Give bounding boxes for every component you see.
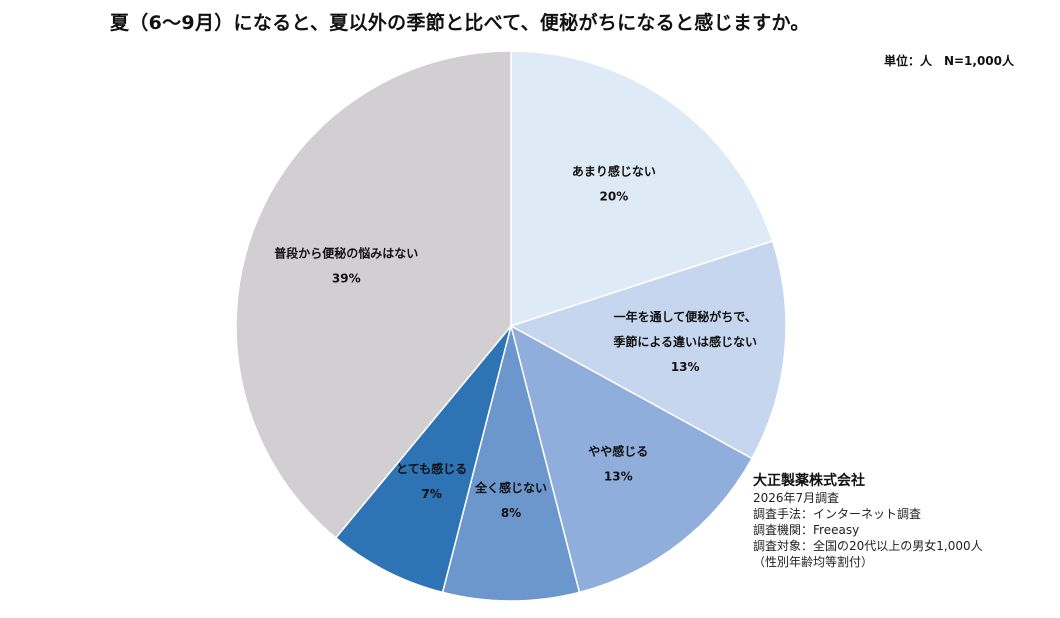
pie-slices [235, 50, 787, 602]
slice-value-label: 39% [332, 272, 361, 286]
slice-category-label: 全く感じない [474, 480, 547, 495]
pie-slice [509, 240, 787, 460]
unit-note: 単位：人 N=1,000人 [883, 54, 1014, 68]
source-line: 調査手法：インターネット調査 [753, 507, 922, 521]
pie-slice [334, 325, 512, 594]
slice-value-label: 20% [600, 189, 629, 203]
pie-slice [510, 50, 774, 328]
source-line: 調査機関：Freeasy [753, 523, 860, 537]
source-line: 調査対象：全国の20代以上の男女1,000人 [753, 539, 983, 553]
slice-value-label: 7% [421, 487, 441, 501]
slice-category-label: 普段から便秘の悩みはない [274, 246, 418, 261]
pie-labels: あまり感じない 20% 一年を通して便秘がちで、季節による違いは感じない 13% やや感… [274, 163, 757, 520]
pie-slice [441, 325, 581, 602]
pie-slice [235, 50, 512, 539]
source-block: 大正製薬株式会社 2026年7月調査 調査手法：インターネット調査 調査機関：F… [753, 472, 983, 570]
slice-value-label: 13% [671, 360, 700, 374]
pie-slice [509, 324, 753, 594]
slice-value-label: 13% [604, 469, 633, 483]
slice-category-label: 一年を通して便秘がちで、 [614, 309, 757, 324]
slice-category-label: やや感じる [588, 443, 648, 458]
source-line: （性別年齢均等割付） [753, 555, 874, 569]
slice-category-label: 季節による違いは感じない [612, 334, 757, 349]
source-company: 大正製薬株式会社 [753, 473, 865, 489]
slice-category-label: とても感じる [396, 461, 467, 476]
slice-value-label: 8% [501, 506, 521, 520]
slice-category-label: あまり感じない [572, 163, 656, 178]
chart-title: 夏（6〜9月）になると、夏以外の季節と比べて、便秘がちになると感じますか。 [110, 12, 810, 34]
source-line: 2026年7月調査 [753, 491, 840, 505]
